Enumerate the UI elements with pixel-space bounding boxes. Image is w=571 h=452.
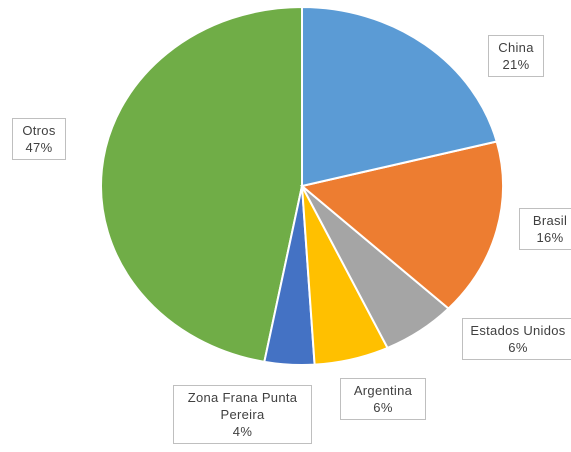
data-label: Argentina 6% bbox=[340, 378, 426, 420]
leader-line bbox=[420, 328, 462, 338]
leader-line bbox=[356, 362, 358, 378]
data-label: Zona Frana Punta Pereira 4% bbox=[173, 385, 312, 444]
data-label: Estados Unidos 6% bbox=[462, 318, 571, 360]
category-label: Argentina bbox=[353, 383, 413, 398]
percent-label: 16% bbox=[536, 230, 564, 245]
category-label: Zona Frana Punta Pereira bbox=[187, 390, 298, 422]
leader-line bbox=[502, 224, 520, 228]
percent-label: 6% bbox=[373, 400, 393, 415]
percent-label: 4% bbox=[232, 424, 253, 439]
pie-slice bbox=[100, 5, 303, 363]
category-label: Estados Unidos bbox=[470, 323, 566, 338]
pie-slice bbox=[299, 140, 504, 310]
pie-slice bbox=[301, 5, 498, 188]
percent-label: 6% bbox=[508, 340, 528, 355]
category-label: Brasil bbox=[532, 213, 568, 228]
leader-line bbox=[250, 366, 290, 385]
leader-line bbox=[66, 152, 100, 170]
category-label: Otros bbox=[22, 123, 56, 138]
category-label: China bbox=[498, 40, 534, 55]
data-label: Brasil 16% bbox=[519, 208, 571, 250]
percent-label: 21% bbox=[502, 57, 530, 72]
data-label: China 21% bbox=[488, 35, 544, 77]
percent-label: 47% bbox=[25, 140, 53, 155]
data-label: Otros 47% bbox=[12, 118, 66, 160]
